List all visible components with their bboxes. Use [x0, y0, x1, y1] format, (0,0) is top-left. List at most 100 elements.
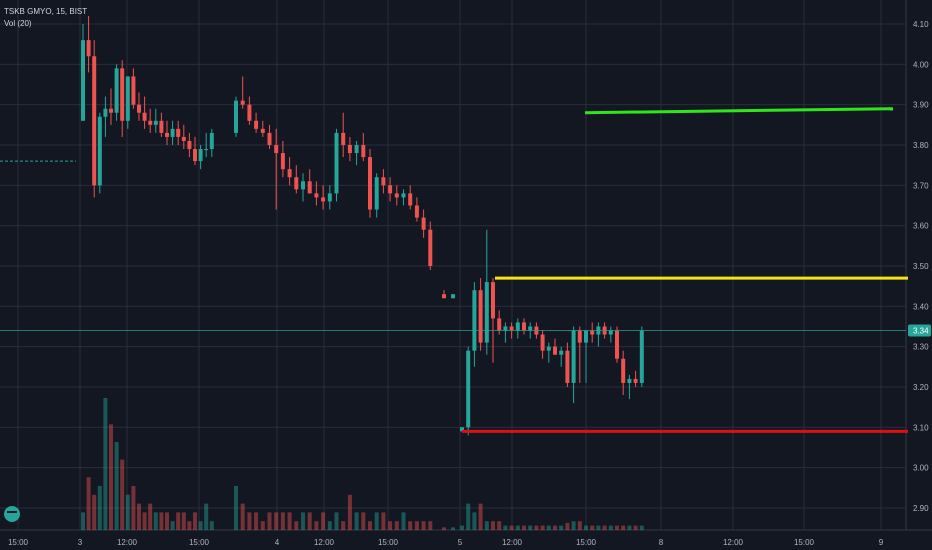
volume-bar — [347, 494, 352, 530]
volume-indicator-label[interactable]: Vol (20) — [4, 19, 32, 28]
candle-body — [247, 104, 252, 121]
green-level-line[interactable] — [584, 107, 894, 115]
volume-bar — [509, 525, 514, 530]
volume-bar — [321, 512, 326, 530]
volume-bar — [466, 503, 471, 530]
volume-bar — [125, 494, 130, 530]
candle-body — [608, 330, 613, 335]
candle-body — [114, 68, 119, 113]
price-tick-label: 3.80 — [913, 141, 929, 150]
price-tick-label: 4.00 — [913, 60, 929, 69]
candle-body — [484, 282, 489, 343]
volume-bar — [633, 525, 638, 530]
volume-bar — [584, 525, 588, 530]
volume-bar — [103, 398, 108, 530]
chart-legend: TSKB GMYO, 15, BIST Vol (20) — [4, 6, 87, 30]
tradingview-logo-icon[interactable] — [4, 506, 20, 522]
volume-bar — [503, 525, 508, 530]
time-tick-label: 12:00 — [314, 538, 335, 547]
candle-body — [394, 193, 399, 198]
candle-body — [388, 185, 393, 194]
volume-bar — [553, 525, 557, 530]
candle-body — [421, 217, 426, 230]
volume-bar — [559, 525, 564, 530]
volume-bar — [240, 503, 245, 530]
volume-bar — [307, 512, 312, 530]
candle-body — [234, 100, 238, 133]
candle-body — [187, 140, 192, 150]
candle-body — [131, 76, 136, 105]
volume-bar — [209, 521, 214, 530]
volume-bar — [267, 512, 272, 530]
volume-bar — [484, 521, 489, 530]
volume-bar — [287, 512, 292, 530]
volume-bar — [181, 512, 186, 530]
time-axis: 15:00 3 12:00 15:00 4 12:00 15:00 5 12:00 15:00 8 1… — [8, 538, 884, 547]
candle-body — [381, 177, 386, 186]
volume-bar — [590, 525, 595, 530]
volume-bar — [497, 521, 502, 530]
volume-bar — [314, 521, 319, 530]
candle-body — [209, 132, 214, 150]
volume-bar — [571, 521, 576, 530]
volume-bar — [451, 527, 455, 530]
volume-bar — [421, 521, 426, 530]
price-axis: 4.10 4.00 3.90 3.80 3.70 3.60 3.50 3.40 3.30 3.20… — [908, 20, 931, 513]
candle-body — [621, 358, 626, 383]
grid — [0, 0, 932, 531]
volume-bar — [97, 486, 102, 530]
candle-body — [633, 378, 638, 383]
candle-body — [565, 350, 570, 383]
price-tick-label: 3.10 — [913, 423, 929, 432]
candle-body — [153, 120, 158, 125]
candle-body — [627, 378, 632, 383]
volume-bar — [327, 521, 332, 530]
candle-body — [509, 326, 514, 331]
price-tick-label: 3.50 — [913, 262, 929, 271]
candle-body — [590, 330, 595, 335]
volume-bar — [274, 512, 279, 530]
volume-bar — [334, 512, 339, 530]
volume-bar — [621, 525, 626, 530]
symbol-title[interactable]: TSKB GMYO, 15, BIST — [4, 7, 88, 16]
volume-bar — [260, 521, 265, 530]
volume-bar — [540, 525, 545, 530]
price-tick-label: 2.90 — [913, 504, 929, 513]
volume-bar — [478, 503, 483, 530]
time-tick-label: 8 — [659, 538, 664, 547]
candle-body — [109, 108, 113, 113]
candle-body — [92, 56, 97, 186]
volume-bar — [254, 512, 259, 530]
candle-body — [274, 144, 279, 154]
candle-body — [148, 120, 153, 125]
candle-body — [503, 326, 508, 331]
volume-bar — [341, 521, 346, 530]
candle-body — [428, 229, 433, 266]
volume-bar — [608, 525, 613, 530]
candle-body — [408, 193, 413, 206]
volume-bar — [159, 512, 164, 530]
candle-body — [321, 197, 326, 202]
volume-bar — [247, 512, 252, 530]
volume-bar — [148, 503, 153, 530]
volume-bar — [596, 525, 601, 530]
volume-bar — [176, 512, 181, 530]
time-tick-label: 3 — [78, 538, 83, 547]
candle-body — [314, 193, 319, 198]
candle-body — [577, 330, 582, 343]
candle-body — [361, 144, 366, 158]
volume-bar — [528, 525, 533, 530]
volume-bar — [534, 525, 539, 530]
candle-body — [478, 290, 483, 343]
candle-body — [559, 350, 564, 355]
volume-bar — [460, 525, 464, 530]
candle-body — [368, 157, 372, 210]
time-tick-label: 12:00 — [723, 538, 744, 547]
volume-bar — [522, 525, 526, 530]
time-tick-label: 4 — [275, 538, 280, 547]
time-tick-label: 15:00 — [378, 538, 399, 547]
candles — [81, 15, 644, 436]
volume-bar — [114, 442, 119, 530]
volume-bar — [374, 512, 379, 530]
